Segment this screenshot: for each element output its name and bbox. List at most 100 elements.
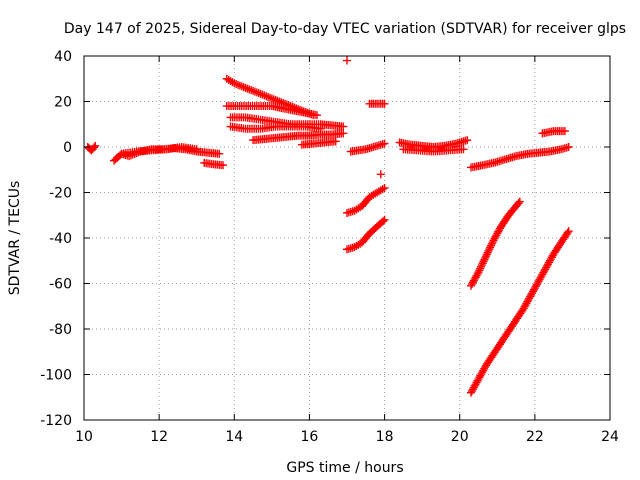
data-point: [490, 234, 499, 243]
data-point: [271, 95, 280, 104]
data-series: [83, 141, 100, 155]
data-point: [528, 287, 537, 296]
data-point: [267, 94, 276, 103]
data-point: [380, 183, 389, 192]
data-point: [241, 83, 250, 92]
x-tick-label: 10: [75, 429, 93, 445]
data-point: [486, 243, 495, 252]
data-point: [477, 262, 486, 271]
data-point: [475, 266, 484, 275]
data-point: [560, 127, 569, 136]
data-point: [256, 89, 265, 98]
data-point: [493, 229, 502, 238]
y-tick-label: -100: [40, 368, 72, 384]
data-point: [533, 278, 542, 287]
y-tick-label: -80: [49, 322, 72, 338]
data-point: [536, 273, 545, 282]
data-point: [538, 270, 547, 279]
data-point: [544, 258, 553, 267]
data-point: [474, 375, 483, 384]
data-point: [234, 80, 243, 89]
data-series: [226, 122, 325, 133]
data-point: [380, 139, 389, 148]
data-point: [472, 271, 481, 280]
data-point: [481, 253, 490, 262]
x-tick-label: 18: [376, 429, 394, 445]
x-axis-label: GPS time / hours: [286, 460, 403, 476]
data-point: [459, 145, 468, 154]
data-point: [544, 260, 553, 269]
x-tick-label: 20: [451, 429, 469, 445]
data-point: [232, 80, 241, 89]
x-tick-label: 22: [526, 429, 544, 445]
data-point: [230, 79, 239, 88]
data-point: [477, 369, 486, 378]
data-point: [528, 289, 537, 298]
data-point: [269, 95, 278, 104]
data-point: [228, 78, 237, 87]
data-point: [476, 371, 485, 380]
data-point: [192, 145, 201, 154]
data-point: [489, 236, 498, 245]
data-point: [547, 253, 556, 262]
data-point: [343, 56, 351, 65]
data-point: [479, 366, 488, 375]
data-point: [474, 268, 483, 277]
data-point: [262, 92, 271, 101]
data-point: [468, 385, 477, 394]
data-point: [524, 295, 533, 304]
data-point: [494, 227, 503, 236]
data-point: [471, 273, 480, 282]
data-point: [331, 137, 340, 146]
data-point: [527, 290, 536, 299]
data-point: [265, 93, 274, 102]
data-point: [475, 373, 484, 382]
data-point: [91, 141, 100, 150]
data-point: [563, 228, 572, 237]
data-point: [484, 246, 493, 255]
data-point: [245, 85, 254, 94]
data-point: [539, 268, 548, 277]
y-tick-label: -20: [49, 186, 72, 202]
tick-layer: 10 12 14 16 18 20 22 24 -120 -100 -80 -60 -40 -20 0 20 4…: [40, 49, 619, 445]
data-point: [466, 281, 475, 290]
data-point: [478, 368, 487, 377]
data-point: [491, 232, 500, 241]
data-series: [466, 227, 573, 397]
data-point: [252, 88, 261, 97]
data-point: [523, 297, 532, 306]
data-series: [117, 143, 201, 158]
data-point: [463, 136, 472, 145]
grid-layer: [84, 56, 610, 420]
data-point: [249, 86, 258, 95]
data-series: [346, 139, 389, 156]
data-point: [258, 90, 267, 99]
data-point: [532, 280, 541, 289]
data-point: [250, 87, 259, 96]
y-tick-label: -60: [49, 277, 72, 293]
data-series: [222, 102, 321, 120]
data-point: [239, 83, 248, 92]
data-point: [530, 284, 539, 293]
y-tick-label: 40: [54, 49, 72, 65]
data-point: [534, 277, 543, 286]
data-point: [469, 276, 478, 285]
data-point: [90, 143, 99, 152]
y-tick-label: -40: [49, 231, 72, 247]
y-axis-label: SDTVAR / TECUs: [7, 181, 23, 296]
data-point: [519, 304, 528, 313]
data-point: [471, 380, 480, 389]
data-point: [339, 122, 348, 131]
data-point: [537, 272, 546, 281]
data-point: [467, 280, 476, 289]
plot-frame: [83, 55, 611, 421]
data-point: [482, 250, 491, 259]
data-point: [480, 364, 489, 373]
data-point: [469, 383, 478, 392]
data-series: [538, 127, 569, 138]
data-series: [249, 129, 348, 145]
data-series: [297, 137, 340, 149]
data-point: [379, 217, 388, 226]
data-point: [264, 92, 273, 101]
